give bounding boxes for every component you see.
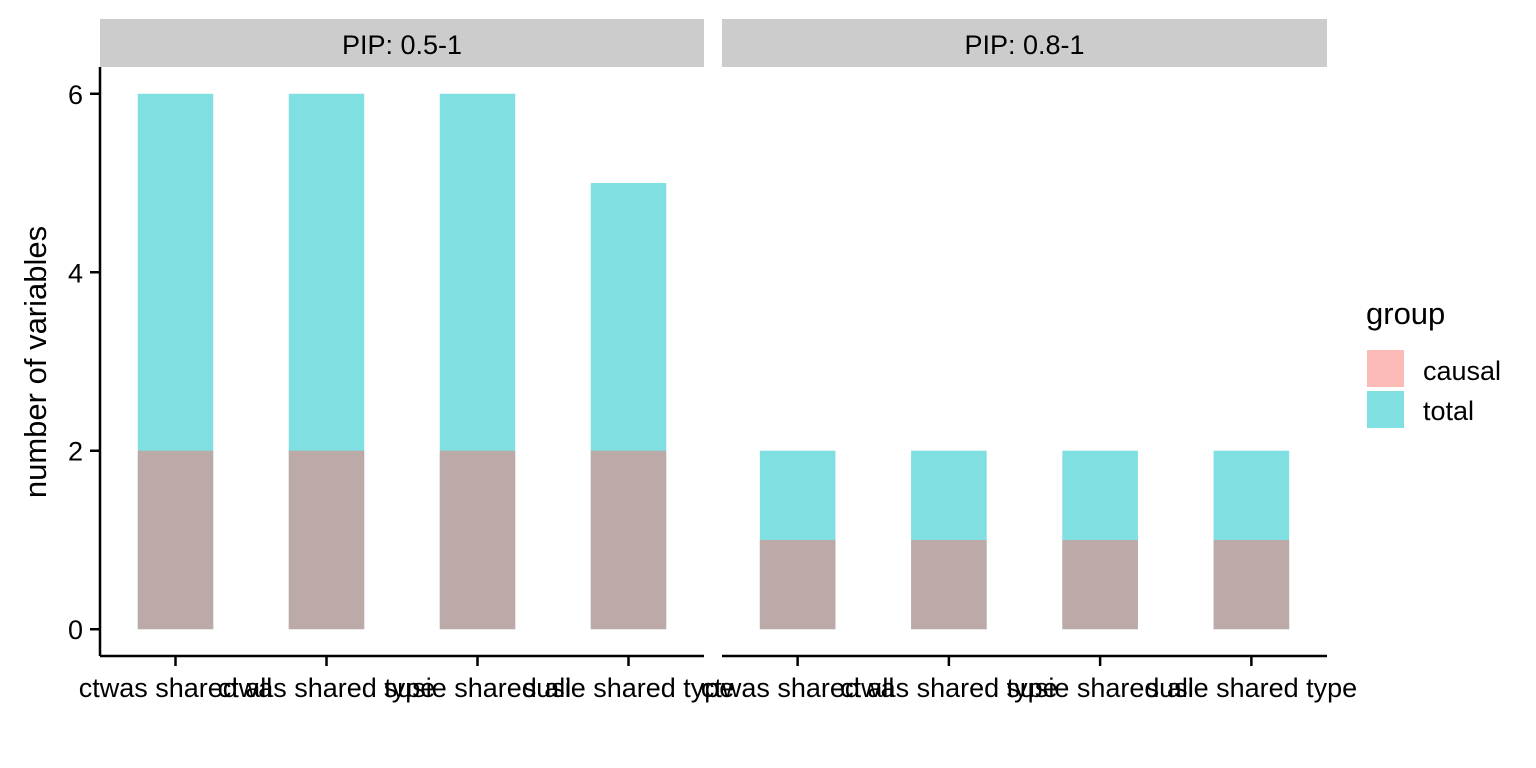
- x-tick-label: susie shared type: [1146, 673, 1358, 703]
- bar-causal-3: [1062, 539, 1138, 630]
- bar-causal-1: [759, 539, 836, 630]
- x-tick-label: susie shared type: [523, 673, 735, 703]
- facet-strip: [722, 19, 1327, 67]
- bar-causal-3: [439, 450, 516, 630]
- bar-causal-4: [590, 450, 667, 630]
- legend-label-causal: causal: [1423, 356, 1501, 386]
- facet-strip: [100, 19, 704, 67]
- bar-causal-2: [288, 450, 365, 630]
- x-tick-label: susie shared all: [1006, 673, 1194, 703]
- facet-strip-label: PIP: 0.5-1: [342, 30, 462, 60]
- bar-causal-1: [137, 450, 214, 630]
- legend: group causal total: [1366, 296, 1501, 428]
- x-tick-label: ctwas shared all: [701, 673, 895, 703]
- legend-key-causal: [1367, 350, 1404, 387]
- x-tick-label: ctwas shared type: [218, 673, 436, 703]
- legend-label-total: total: [1423, 396, 1474, 426]
- y-tick-label: 0: [68, 615, 83, 645]
- x-tick-label: ctwas shared all: [79, 673, 273, 703]
- y-axis-title: number of variables: [18, 226, 53, 498]
- x-tick-label: ctwas shared type: [840, 673, 1058, 703]
- bar-causal-2: [911, 539, 987, 630]
- bar-causal-4: [1213, 539, 1290, 630]
- y-tick-label: 6: [68, 80, 83, 110]
- facet-strip-label: PIP: 0.8-1: [964, 30, 1084, 60]
- x-tick-label: susie shared all: [384, 673, 572, 703]
- legend-title: group: [1366, 296, 1445, 331]
- y-tick-label: 4: [68, 258, 83, 288]
- legend-key-total: [1367, 391, 1404, 428]
- y-tick-label: 2: [68, 437, 83, 467]
